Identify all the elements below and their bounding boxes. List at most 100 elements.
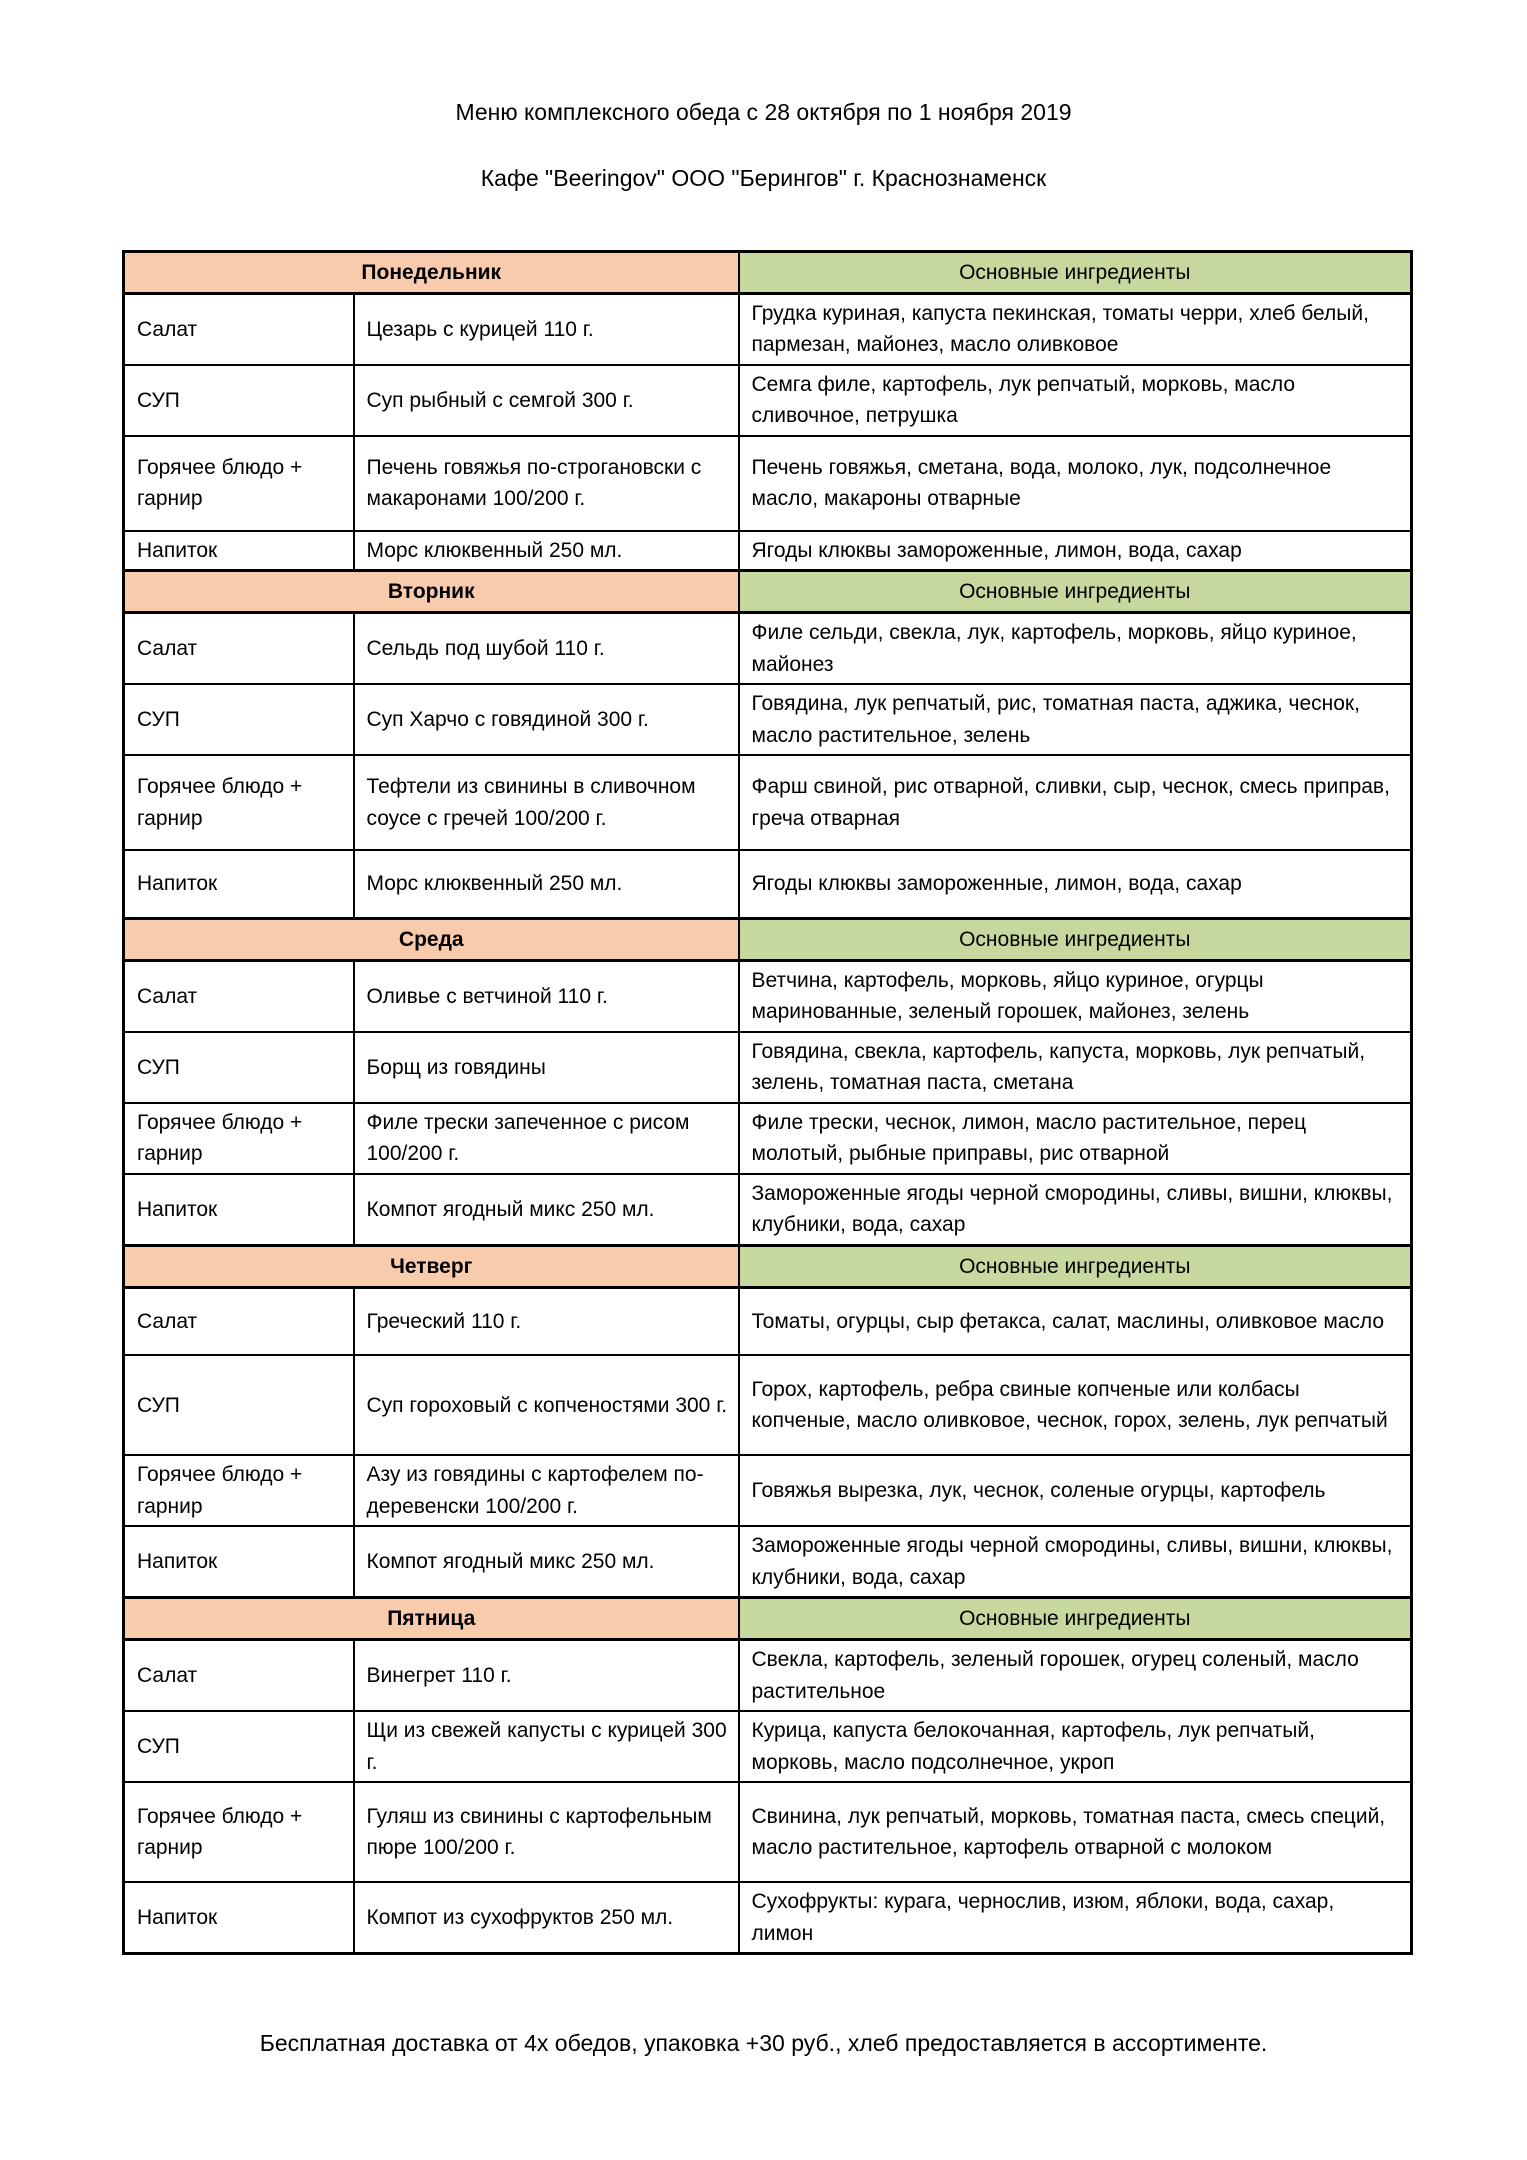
menu-row: Салат Оливье с ветчиной 110 г. Ветчина, … — [122, 959, 1413, 1033]
dish-cell: Греческий 110 г. — [352, 1286, 740, 1357]
ingredients-cell: Говядина, свекла, картофель, капуста, мо… — [737, 1030, 1413, 1104]
ingredients-cell: Свекла, картофель, зеленый горошек, огур… — [737, 1638, 1413, 1713]
menu-row: СУП Суп Харчо с говядиной 300 г. Говядин… — [122, 683, 1413, 757]
dish-cell: Тефтели из свинины в сливочном соусе с г… — [352, 754, 740, 852]
dish-cell: Компот из сухофруктов 250 мл. — [352, 1881, 740, 1955]
menu-row: Салат Сельдь под шубой 110 г. Филе сельд… — [122, 611, 1413, 686]
ingredients-cell: Филе трески, чеснок, лимон, масло растит… — [737, 1101, 1413, 1175]
day-header-row-monday: Понедельник Основные ингредиенты — [122, 249, 1413, 295]
ingredients-cell: Ветчина, картофель, морковь, яйцо курино… — [737, 959, 1413, 1033]
category-cell: Горячее блюдо + гарнир — [122, 754, 355, 852]
dish-cell: Печень говяжья по-строгановски с макарон… — [352, 434, 740, 532]
dish-cell: Цезарь с курицей 110 г. — [352, 292, 740, 366]
category-cell: Напиток — [122, 529, 355, 572]
menu-row: Напиток Компот ягодный микс 250 мл. Замо… — [122, 1172, 1413, 1247]
dish-cell: Борщ из говядины — [352, 1030, 740, 1104]
menu-row: Напиток Компот из сухофруктов 250 мл. Су… — [122, 1881, 1413, 1955]
menu-row: СУП Щи из свежей капусты с курицей 300 г… — [122, 1710, 1413, 1784]
dish-cell: Щи из свежей капусты с курицей 300 г. — [352, 1710, 740, 1784]
category-cell: СУП — [122, 1030, 355, 1104]
menu-row: Горячее блюдо + гарнир Печень говяжья по… — [122, 434, 1413, 532]
category-cell: Салат — [122, 1638, 355, 1713]
day-header-row-wednesday: Среда Основные ингредиенты — [122, 916, 1413, 962]
ingredients-cell: Говядина, лук репчатый, рис, томатная па… — [737, 683, 1413, 757]
menu-table: Понедельник Основные ингредиенты Салат Ц… — [122, 249, 1413, 1956]
day-name-cell: Вторник — [122, 569, 740, 615]
dish-cell: Сельдь под шубой 110 г. — [352, 611, 740, 686]
page-subtitle: Кафе "Beeringov" ООО "Берингов" г. Красн… — [480, 164, 1047, 191]
ingredients-header-cell: Основные ингредиенты — [737, 249, 1413, 295]
dish-cell: Суп Харчо с говядиной 300 г. — [352, 683, 740, 757]
dish-cell: Азу из говядины с картофелем по-деревенс… — [352, 1454, 740, 1528]
category-cell: СУП — [122, 1710, 355, 1784]
day-name-cell: Пятница — [122, 1596, 740, 1642]
ingredients-header-cell: Основные ингредиенты — [737, 1243, 1413, 1289]
category-cell: Напиток — [122, 1881, 355, 1955]
menu-row: Напиток Морс клюквенный 250 мл. Ягоды кл… — [122, 529, 1413, 572]
menu-row: Горячее блюдо + гарнир Азу из говядины с… — [122, 1454, 1413, 1528]
page-title: Меню комплексного обеда с 28 октября по … — [455, 99, 1072, 125]
menu-row: Напиток Морс клюквенный 250 мл. Ягоды кл… — [122, 849, 1413, 920]
menu-row: Горячее блюдо + гарнир Гуляш из свинины … — [122, 1781, 1413, 1884]
dish-cell: Суп гороховый с копченостями 300 г. — [352, 1354, 740, 1457]
ingredients-cell: Ягоды клюквы замороженные, лимон, вода, … — [737, 849, 1413, 920]
dish-cell: Оливье с ветчиной 110 г. — [352, 959, 740, 1033]
ingredients-header-cell: Основные ингредиенты — [737, 569, 1413, 615]
category-cell: Салат — [122, 959, 355, 1033]
ingredients-header-cell: Основные ингредиенты — [737, 916, 1413, 962]
menu-row: Салат Греческий 110 г. Томаты, огурцы, с… — [122, 1286, 1413, 1357]
category-cell: Салат — [122, 292, 355, 366]
ingredients-cell: Ягоды клюквы замороженные, лимон, вода, … — [737, 529, 1413, 572]
day-name-cell: Четверг — [122, 1243, 740, 1289]
menu-row: СУП Суп рыбный с семгой 300 г. Семга фил… — [122, 363, 1413, 437]
menu-row: Горячее блюдо + гарнир Тефтели из свинин… — [122, 754, 1413, 852]
ingredients-cell: Замороженные ягоды черной смородины, сли… — [737, 1525, 1413, 1599]
category-cell: Горячее блюдо + гарнир — [122, 434, 355, 532]
ingredients-cell: Фарш свиной, рис отварной, сливки, сыр, … — [737, 754, 1413, 852]
category-cell: Салат — [122, 611, 355, 686]
dish-cell: Винегрет 110 г. — [352, 1638, 740, 1713]
category-cell: Салат — [122, 1286, 355, 1357]
category-cell: СУП — [122, 1354, 355, 1457]
ingredients-cell: Печень говяжья, сметана, вода, молоко, л… — [737, 434, 1413, 532]
day-name-cell: Среда — [122, 916, 740, 962]
ingredients-cell: Горох, картофель, ребра свиные копченые … — [737, 1354, 1413, 1457]
day-header-row-thursday: Четверг Основные ингредиенты — [122, 1243, 1413, 1289]
dish-cell: Филе трески запеченное с рисом 100/200 г… — [352, 1101, 740, 1175]
dish-cell: Компот ягодный микс 250 мл. — [352, 1525, 740, 1599]
menu-row: Напиток Компот ягодный микс 250 мл. Замо… — [122, 1525, 1413, 1599]
menu-row: Горячее блюдо + гарнир Филе трески запеч… — [122, 1101, 1413, 1175]
category-cell: Горячее блюдо + гарнир — [122, 1101, 355, 1175]
menu-row: СУП Борщ из говядины Говядина, свекла, к… — [122, 1030, 1413, 1104]
menu-row: Салат Цезарь с курицей 110 г. Грудка кур… — [122, 292, 1413, 366]
ingredients-cell: Свинина, лук репчатый, морковь, томатная… — [737, 1781, 1413, 1884]
ingredients-header-cell: Основные ингредиенты — [737, 1596, 1413, 1642]
category-cell: Горячее блюдо + гарнир — [122, 1781, 355, 1884]
ingredients-cell: Сухофрукты: курага, чернослив, изюм, ябл… — [737, 1881, 1413, 1955]
category-cell: СУП — [122, 363, 355, 437]
ingredients-cell: Томаты, огурцы, сыр фетакса, салат, масл… — [737, 1286, 1413, 1357]
dish-cell: Морс клюквенный 250 мл. — [352, 529, 740, 572]
ingredients-cell: Курица, капуста белокочанная, картофель,… — [737, 1710, 1413, 1784]
category-cell: Горячее блюдо + гарнир — [122, 1454, 355, 1528]
ingredients-cell: Замороженные ягоды черной смородины, сли… — [737, 1172, 1413, 1247]
day-name-cell: Понедельник — [122, 249, 740, 295]
ingredients-cell: Говяжья вырезка, лук, чеснок, соленые ог… — [737, 1454, 1413, 1528]
category-cell: Напиток — [122, 1525, 355, 1599]
menu-row: Салат Винегрет 110 г. Свекла, картофель,… — [122, 1638, 1413, 1713]
ingredients-cell: Грудка куриная, капуста пекинская, томат… — [737, 292, 1413, 366]
dish-cell: Гуляш из свинины с картофельным пюре 100… — [352, 1781, 740, 1884]
ingredients-cell: Филе сельди, свекла, лук, картофель, мор… — [737, 611, 1413, 686]
category-cell: СУП — [122, 683, 355, 757]
dish-cell: Морс клюквенный 250 мл. — [352, 849, 740, 920]
day-header-row-tuesday: Вторник Основные ингредиенты — [122, 569, 1413, 615]
category-cell: Напиток — [122, 1172, 355, 1247]
ingredients-cell: Семга филе, картофель, лук репчатый, мор… — [737, 363, 1413, 437]
day-header-row-friday: Пятница Основные ингредиенты — [122, 1596, 1413, 1642]
dish-cell: Компот ягодный микс 250 мл. — [352, 1172, 740, 1247]
footer-note: Бесплатная доставка от 4х обедов, упаков… — [259, 2030, 1268, 2057]
dish-cell: Суп рыбный с семгой 300 г. — [352, 363, 740, 437]
menu-row: СУП Суп гороховый с копченостями 300 г. … — [122, 1354, 1413, 1457]
category-cell: Напиток — [122, 849, 355, 920]
